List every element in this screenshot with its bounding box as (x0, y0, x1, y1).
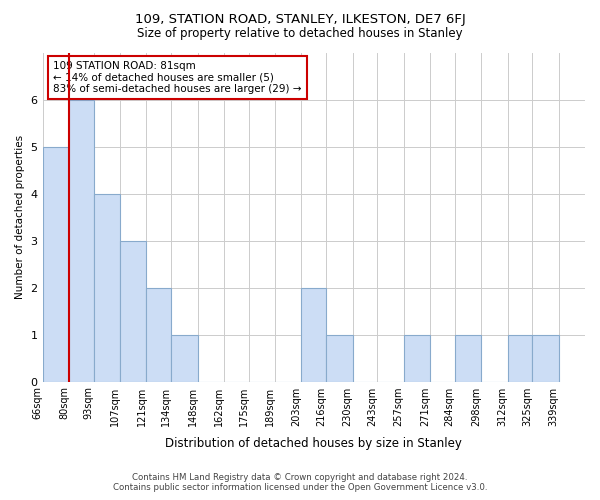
Bar (120, 240, 146, 382)
X-axis label: Distribution of detached houses by size in Stanley: Distribution of detached houses by size … (166, 437, 462, 450)
Text: Contains HM Land Registry data © Crown copyright and database right 2024.
Contai: Contains HM Land Registry data © Crown c… (113, 473, 487, 492)
Bar (171, 334, 197, 382)
Bar (455, 334, 481, 382)
Y-axis label: Number of detached properties: Number of detached properties (15, 135, 25, 299)
Text: 109 STATION ROAD: 81sqm
← 14% of detached houses are smaller (5)
83% of semi-det: 109 STATION ROAD: 81sqm ← 14% of detache… (53, 60, 302, 94)
Text: Size of property relative to detached houses in Stanley: Size of property relative to detached ho… (137, 28, 463, 40)
Bar (508, 334, 532, 382)
Bar (532, 334, 559, 382)
Bar (69, 100, 94, 382)
Bar (43, 146, 69, 382)
Bar (94, 194, 120, 382)
Bar (146, 288, 171, 382)
Bar (326, 334, 353, 382)
Bar (404, 334, 430, 382)
Text: 109, STATION ROAD, STANLEY, ILKESTON, DE7 6FJ: 109, STATION ROAD, STANLEY, ILKESTON, DE… (134, 12, 466, 26)
Bar (301, 288, 326, 382)
